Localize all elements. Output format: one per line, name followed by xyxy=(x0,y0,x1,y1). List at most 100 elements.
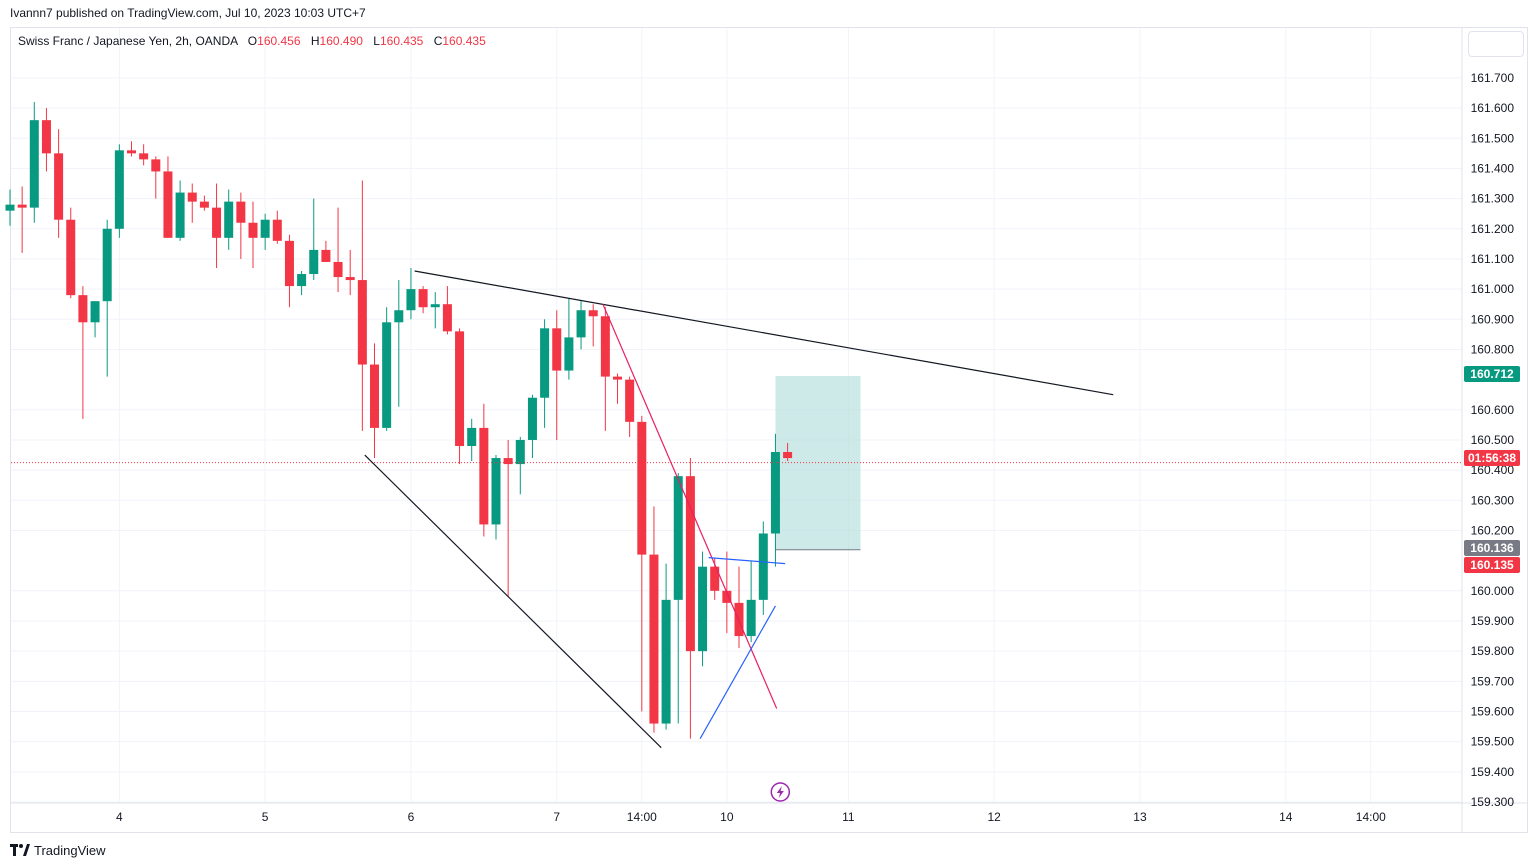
candle-body xyxy=(600,316,610,377)
lightning-bolt-icon xyxy=(776,786,784,798)
candle-body xyxy=(78,295,88,323)
x-tick-label: 11 xyxy=(842,810,855,824)
candle-body xyxy=(357,280,367,365)
y-tick-label: 161.700 xyxy=(1471,71,1515,85)
high-value: 160.490 xyxy=(319,34,363,48)
lower-trendline xyxy=(364,454,662,749)
candle-body xyxy=(406,289,416,311)
price-badge xyxy=(1464,366,1520,382)
candle-body xyxy=(467,427,477,446)
x-tick-label: 13 xyxy=(1133,810,1147,824)
price-badge-label: 160.712 xyxy=(1470,367,1514,381)
price-badge xyxy=(1464,450,1520,466)
x-tick-label: 14:00 xyxy=(1356,810,1386,824)
y-tick-label: 161.400 xyxy=(1471,161,1515,175)
x-tick-label: 5 xyxy=(262,810,269,824)
candle-body xyxy=(479,427,489,525)
candle-body xyxy=(175,192,185,238)
candle-body xyxy=(746,599,756,637)
x-tick-label: 4 xyxy=(116,810,123,824)
x-tick-label: 14 xyxy=(1279,810,1293,824)
y-tick-label: 160.300 xyxy=(1471,493,1515,507)
candle-body xyxy=(321,249,331,262)
y-tick-label: 161.500 xyxy=(1471,131,1515,145)
candle-body xyxy=(649,554,659,724)
candle-body xyxy=(260,219,270,238)
candle-body xyxy=(540,328,550,398)
y-tick-label: 161.600 xyxy=(1471,101,1515,115)
candle-body xyxy=(224,201,234,238)
y-tick-label: 159.600 xyxy=(1471,704,1515,718)
candle-body xyxy=(564,337,574,371)
symbol-title: Swiss Franc / Japanese Yen, 2h, OANDA xyxy=(18,34,238,48)
y-tick-label: 160.400 xyxy=(1471,463,1515,477)
candle-body xyxy=(394,310,404,323)
candle-body xyxy=(491,458,501,525)
y-tick-label: 160.200 xyxy=(1471,523,1515,537)
candle-body xyxy=(17,204,27,208)
candle-body xyxy=(199,201,209,208)
open-label: O xyxy=(247,34,258,48)
candle-body xyxy=(515,439,525,465)
tradingview-logo-icon xyxy=(10,844,30,856)
price-badge-label: 160.136 xyxy=(1470,541,1514,555)
footer-brand[interactable]: TradingView xyxy=(10,840,106,860)
blue-line-lower xyxy=(699,605,776,739)
high-label: H xyxy=(310,34,320,48)
candle-body xyxy=(552,328,562,371)
candle-body xyxy=(685,476,695,652)
candle-body xyxy=(588,310,598,317)
y-tick-label: 159.400 xyxy=(1471,765,1515,779)
candle-body xyxy=(54,153,64,220)
candle-body xyxy=(637,421,647,555)
candle-body xyxy=(758,533,768,600)
open-value: 160.456 xyxy=(257,34,301,48)
y-tick-label: 159.900 xyxy=(1471,614,1515,628)
candle-body xyxy=(442,304,452,332)
candle-body xyxy=(102,228,112,302)
candle-body xyxy=(309,249,319,275)
y-tick-label: 159.500 xyxy=(1471,735,1515,749)
x-tick-label: 14:00 xyxy=(627,810,657,824)
y-tick-label: 160.000 xyxy=(1471,584,1515,598)
y-tick-label: 161.200 xyxy=(1471,222,1515,236)
candle-body xyxy=(673,476,683,600)
candle-body xyxy=(151,159,161,172)
candle-body xyxy=(187,192,197,202)
close-label: C xyxy=(433,34,443,48)
symbol-legend: Swiss Franc / Japanese Yen, 2h, OANDA O1… xyxy=(18,34,486,48)
price-badge-label: 01:56:38 xyxy=(1468,451,1516,465)
candle-body xyxy=(114,150,124,229)
y-tick-label: 159.800 xyxy=(1471,644,1515,658)
candle-body xyxy=(503,458,513,465)
candle-body xyxy=(333,261,343,278)
footer-brand-text: TradingView xyxy=(34,842,106,858)
y-tick-label: 160.600 xyxy=(1471,403,1515,417)
price-badge xyxy=(1464,540,1520,556)
pink-line xyxy=(602,303,778,709)
candle-body xyxy=(698,566,708,652)
low-label: L xyxy=(373,34,380,48)
candle-body xyxy=(455,331,465,446)
y-tick-label: 160.900 xyxy=(1471,312,1515,326)
candle-body xyxy=(66,219,76,296)
candle-body xyxy=(722,590,732,603)
y-tick-label: 161.300 xyxy=(1471,192,1515,206)
candle-body xyxy=(710,566,720,591)
x-tick-label: 7 xyxy=(553,810,560,824)
chart-settings-box[interactable] xyxy=(1468,31,1524,57)
y-tick-label: 160.500 xyxy=(1471,433,1515,447)
chart-frame[interactable] xyxy=(10,27,1528,833)
candle-body xyxy=(297,274,307,287)
candle-body xyxy=(661,599,671,724)
y-tick-label: 161.100 xyxy=(1471,252,1515,266)
target-zone xyxy=(775,375,861,550)
candle-body xyxy=(430,304,440,308)
candle-body xyxy=(90,301,100,323)
y-tick-label: 159.300 xyxy=(1471,795,1515,809)
candle-body xyxy=(370,364,379,428)
candle-body xyxy=(272,219,282,241)
candle-body xyxy=(382,322,392,428)
candle-body xyxy=(613,376,622,380)
